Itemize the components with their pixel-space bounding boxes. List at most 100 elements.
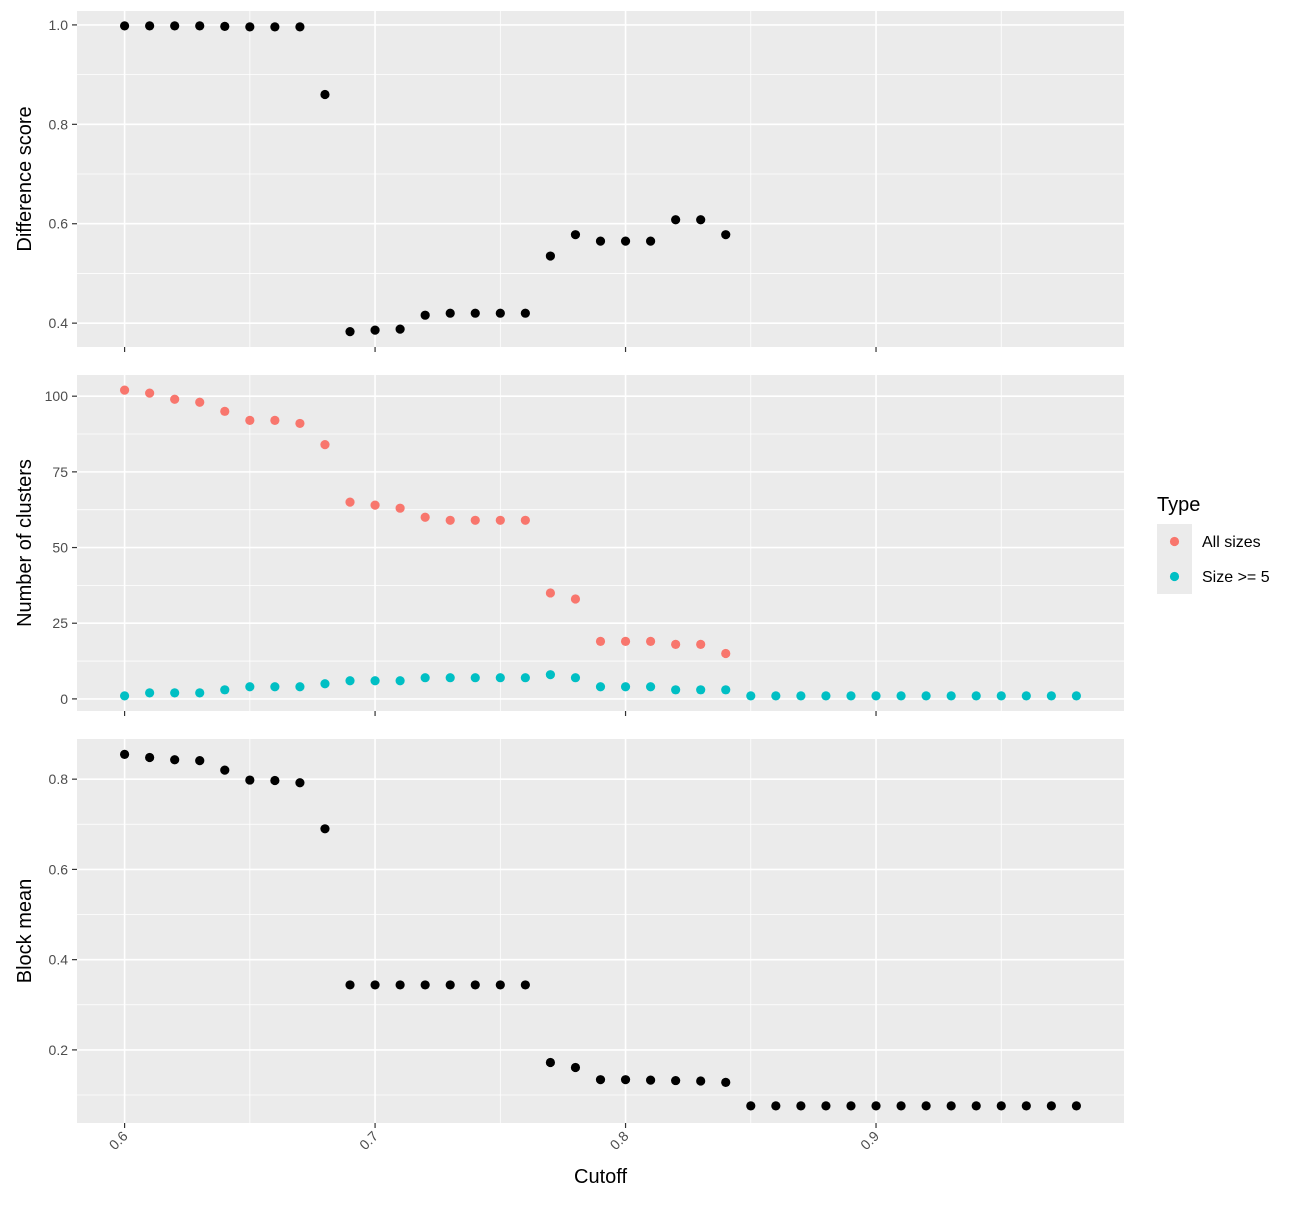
- data-point: [771, 691, 781, 701]
- data-point: [671, 639, 681, 650]
- y-tick-label: 0.4: [49, 952, 69, 968]
- data-point: [1071, 691, 1082, 701]
- data-point: [746, 1101, 756, 1111]
- data-point: [170, 394, 180, 404]
- data-point: [1021, 691, 1031, 701]
- data-point: [270, 682, 280, 692]
- data-point: [470, 308, 480, 318]
- data-point: [320, 824, 330, 834]
- y-tick-label: 0: [60, 691, 68, 707]
- data-point: [320, 679, 330, 689]
- data-point: [195, 397, 205, 407]
- data-point: [645, 636, 656, 646]
- data-point: [220, 765, 230, 775]
- data-point: [696, 215, 706, 225]
- data-point: [671, 685, 681, 695]
- data-point: [921, 1101, 931, 1111]
- data-point: [495, 673, 505, 683]
- data-point: [395, 980, 405, 990]
- y-tick-label: 50: [52, 540, 68, 556]
- data-point: [520, 673, 530, 683]
- data-point: [470, 673, 480, 683]
- data-point: [295, 22, 305, 32]
- legend-key-point: [1169, 571, 1180, 582]
- data-point: [1046, 1101, 1056, 1111]
- data-point: [445, 515, 455, 525]
- data-point: [896, 1101, 906, 1111]
- y-axis-title: Difference score: [14, 106, 36, 251]
- data-point: [395, 676, 405, 686]
- data-point: [570, 673, 581, 683]
- legend-title: Type: [1157, 494, 1200, 516]
- series-top-0: [119, 21, 731, 337]
- data-point: [570, 594, 581, 604]
- data-point: [145, 21, 155, 31]
- data-point: [696, 639, 706, 650]
- data-point: [445, 980, 455, 990]
- series-bottom-0: [119, 749, 1082, 1111]
- data-point: [320, 89, 330, 100]
- data-point: [796, 1101, 806, 1111]
- x-tick-label: 0.8: [607, 1128, 632, 1153]
- x-axis-title: Cutoff: [574, 1166, 627, 1188]
- panel-background: [77, 11, 1124, 347]
- data-point: [345, 980, 355, 990]
- data-point: [295, 778, 305, 788]
- data-point: [846, 691, 856, 701]
- data-point: [220, 406, 230, 416]
- data-point: [721, 1077, 731, 1087]
- data-point: [896, 691, 906, 701]
- y-tick-label: 0.6: [49, 216, 69, 232]
- data-point: [195, 688, 205, 698]
- data-point: [946, 1101, 956, 1111]
- data-point: [696, 685, 706, 695]
- data-point: [746, 691, 756, 701]
- data-point: [370, 500, 380, 510]
- data-point: [420, 310, 430, 320]
- data-point: [445, 673, 455, 683]
- series-size-5: [119, 670, 1082, 701]
- data-point: [470, 980, 480, 990]
- data-point: [671, 215, 681, 225]
- data-point: [595, 682, 606, 692]
- data-point: [645, 236, 656, 246]
- data-point: [645, 1075, 656, 1085]
- data-point: [996, 691, 1006, 701]
- data-point: [620, 636, 631, 646]
- data-point: [295, 418, 305, 429]
- data-point: [245, 775, 255, 785]
- data-point: [395, 324, 405, 334]
- data-point: [119, 385, 130, 395]
- data-point: [170, 21, 180, 31]
- y-tick-label: 0.8: [49, 771, 69, 787]
- data-point: [595, 236, 606, 246]
- panel-background: [77, 739, 1124, 1123]
- data-point: [846, 1101, 856, 1111]
- x-tick-label: 0.9: [857, 1128, 882, 1153]
- data-point: [345, 676, 355, 686]
- data-point: [220, 21, 230, 32]
- y-axis-title: Block mean: [14, 879, 36, 984]
- data-point: [245, 682, 255, 692]
- legend-label: All sizes: [1202, 534, 1261, 551]
- data-point: [821, 1101, 831, 1111]
- data-point: [119, 21, 130, 31]
- y-tick-label: 1.0: [49, 17, 69, 33]
- data-point: [821, 691, 831, 701]
- data-point: [445, 308, 455, 318]
- data-point: [1071, 1101, 1082, 1111]
- data-point: [495, 980, 505, 990]
- data-point: [671, 1075, 681, 1086]
- data-point: [520, 308, 530, 318]
- data-point: [170, 688, 180, 698]
- data-point: [495, 308, 505, 318]
- data-point: [545, 1057, 556, 1068]
- series-all-sizes: [119, 385, 731, 659]
- x-tick-label: 0.6: [106, 1128, 131, 1153]
- data-point: [1046, 691, 1056, 701]
- data-point: [370, 676, 380, 686]
- data-point: [971, 1101, 981, 1111]
- data-point: [245, 415, 255, 426]
- y-axis-title: Number of clusters: [14, 459, 36, 627]
